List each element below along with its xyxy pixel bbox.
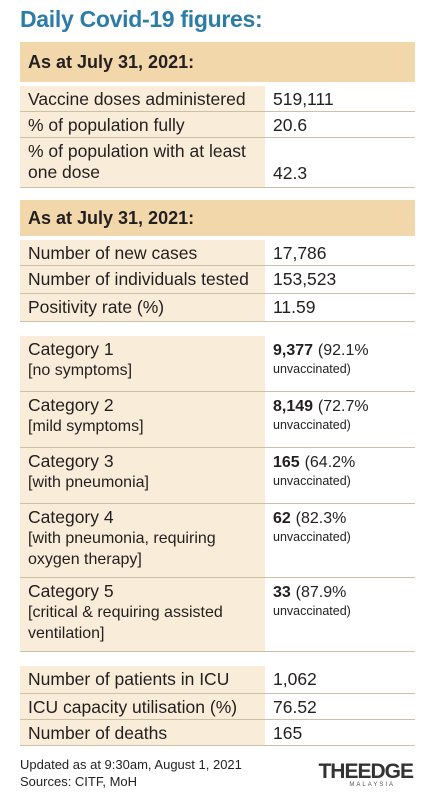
- updated-note: Updated as at 9:30am, August 1, 2021: [20, 757, 242, 772]
- category-label: Category 2 [mild symptoms]: [20, 392, 265, 448]
- share-note: unvaccinated): [273, 362, 351, 376]
- category-value: 8,149 (72.7% unvaccinated): [265, 392, 415, 448]
- row-label: Number of deaths: [20, 720, 265, 746]
- case-count: 62: [273, 510, 291, 527]
- section-header: As at July 31, 2021:: [20, 200, 415, 236]
- category-detail: [with pneumonia, requiring oxygen therap…: [28, 530, 216, 568]
- sources: Sources: CITF, MoH: [20, 774, 138, 789]
- row-label: Positivity rate (%): [20, 294, 265, 322]
- row-label: % of population with at least one dose: [20, 138, 265, 188]
- row-label: Number of individuals tested: [20, 266, 265, 294]
- category-detail: [with pneumonia]: [28, 474, 149, 491]
- category-label: Category 5 [critical & requiring assisted…: [20, 578, 265, 652]
- category-label: Category 4 [with pneumonia, requiring oxy…: [20, 504, 265, 578]
- unvaccinated-share: (92.1%: [317, 342, 369, 359]
- row-value: 153,523: [265, 266, 415, 294]
- category-label: Category 3 [with pneumonia]: [20, 448, 265, 504]
- section-header: As at July 31, 2021:: [20, 42, 415, 82]
- row-value: 1,062: [265, 666, 415, 694]
- logo-brand: THEEDGE: [318, 760, 414, 783]
- category-value: 165 (64.2% unvaccinated): [265, 448, 415, 504]
- row-label: ICU capacity utilisation (%): [20, 694, 265, 720]
- category-detail: [mild symptoms]: [28, 418, 144, 435]
- share-note: unvaccinated): [273, 530, 351, 544]
- category-name: Category 3: [28, 451, 114, 471]
- category-detail: [no symptoms]: [28, 362, 133, 379]
- category-value: 9,377 (92.1% unvaccinated): [265, 336, 415, 392]
- category-value: 33 (87.9% unvaccinated): [265, 578, 415, 652]
- row-label: % of population fully vaccinated: [20, 112, 265, 156]
- row-value: 17,786: [265, 240, 415, 266]
- case-count: 9,377: [273, 342, 314, 359]
- category-value: 62 (82.3% unvaccinated): [265, 504, 415, 578]
- category-name: Category 1: [28, 339, 114, 359]
- logo-region: MALAYSIA: [349, 782, 395, 788]
- row-label: Number of patients in ICU: [20, 666, 265, 694]
- category-label: Category 1 [no symptoms]: [20, 336, 265, 392]
- unvaccinated-share: (64.2%: [304, 454, 356, 471]
- row-label: Number of new cases: [20, 240, 265, 266]
- row-label: Vaccine doses administered: [20, 86, 265, 112]
- row-value: 76.52: [265, 694, 415, 720]
- category-name: Category 5: [28, 581, 114, 601]
- share-note: unvaccinated): [273, 474, 351, 488]
- row-value: 11.59: [265, 294, 415, 322]
- case-count: 33: [273, 584, 291, 601]
- unvaccinated-share: (87.9%: [295, 584, 347, 601]
- category-detail: [critical & requiring assisted ventilati…: [28, 604, 223, 642]
- row-value: 42.3: [265, 138, 415, 188]
- unvaccinated-share: (72.7%: [317, 398, 369, 415]
- case-count: 165: [273, 454, 300, 471]
- unvaccinated-share: (82.3%: [295, 510, 347, 527]
- category-name: Category 2: [28, 395, 114, 415]
- row-value: 20.6: [265, 112, 415, 138]
- row-value: 165: [265, 720, 415, 746]
- share-note: unvaccinated): [273, 418, 351, 432]
- row-value: 519,111: [265, 86, 415, 112]
- case-count: 8,149: [273, 398, 314, 415]
- category-name: Category 4: [28, 507, 114, 527]
- share-note: unvaccinated): [273, 604, 351, 618]
- title: Daily Covid-19 figures:: [20, 6, 263, 32]
